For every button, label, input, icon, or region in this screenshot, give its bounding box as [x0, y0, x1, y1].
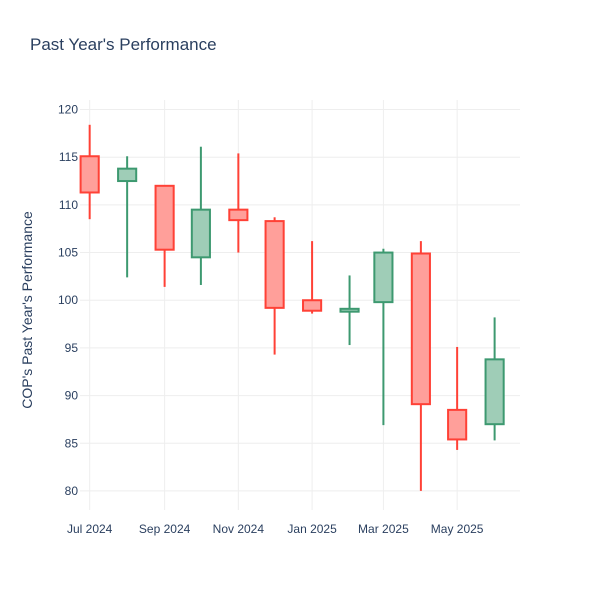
candle-body [190, 208, 211, 259]
candle-body [302, 299, 323, 312]
x-tick-label: Nov 2024 [213, 522, 265, 536]
candle-2024-11-01 [228, 153, 249, 253]
y-tick-label: 115 [59, 150, 78, 164]
x-tick-label: May 2025 [431, 522, 484, 536]
candle-body [339, 307, 360, 313]
candle-2025-02-01 [339, 275, 360, 346]
y-tick-label: 85 [65, 436, 79, 450]
candle-2024-08-01 [117, 156, 138, 278]
candle-2024-12-01 [264, 217, 285, 355]
x-tick-label: Jan 2025 [287, 522, 337, 536]
y-tick-label: 80 [65, 484, 79, 498]
grid-lines [80, 100, 520, 510]
candle-2024-07-01 [79, 124, 100, 220]
candle-body [447, 408, 468, 441]
y-tick-label: 90 [65, 389, 79, 403]
y-tick-label: 120 [58, 103, 78, 117]
candle-2025-05-01 [447, 346, 468, 450]
candle-body [484, 358, 505, 426]
candle-body [373, 251, 394, 304]
y-tick-label: 100 [58, 293, 78, 307]
candle-body [228, 208, 249, 222]
candle-body [117, 167, 138, 183]
candle-2025-01-01 [302, 241, 323, 314]
x-tick-label: Mar 2025 [358, 522, 409, 536]
candle-2025-03-01 [373, 248, 394, 426]
candle-body [154, 184, 175, 251]
chart-title: Past Year's Performance [30, 35, 217, 54]
candle-body [410, 252, 431, 406]
candle-2025-04-01 [410, 241, 431, 491]
candle-body [79, 155, 100, 194]
candles [79, 124, 505, 491]
candle-2025-06-01 [484, 317, 505, 441]
candle-2024-09-01 [154, 184, 175, 287]
y-tick-label: 105 [58, 246, 78, 260]
y-tick-label: 110 [59, 198, 78, 212]
candle-2024-10-01 [190, 146, 211, 285]
x-tick-label: Sep 2024 [139, 522, 191, 536]
y-axis-ticks: 80 85 90 95 100 105 110 115 120 [58, 103, 78, 498]
candle-body [264, 220, 285, 309]
y-tick-label: 95 [65, 341, 79, 355]
y-axis-label: COP's Past Year's Performance [19, 211, 35, 409]
x-axis-ticks: Jul 2024 Sep 2024 Nov 2024 Jan 2025 Mar 2025… [67, 522, 484, 536]
x-tick-label: Jul 2024 [67, 522, 113, 536]
